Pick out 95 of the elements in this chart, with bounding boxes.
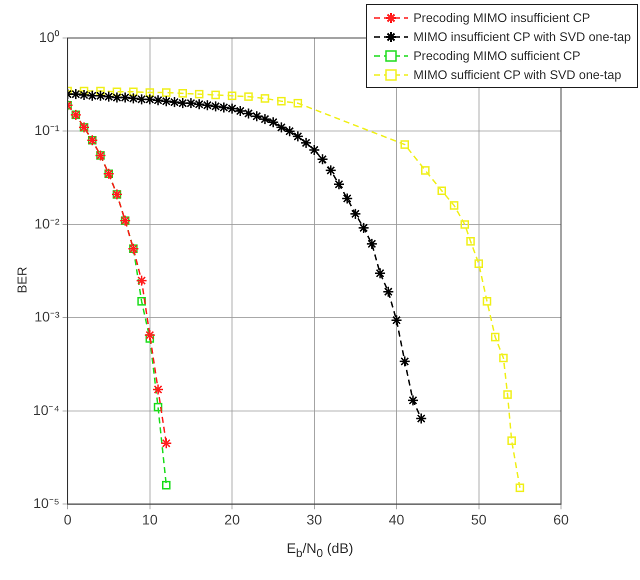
point — [146, 88, 154, 97]
x-tick-label: 30 — [306, 511, 322, 528]
point — [503, 390, 512, 399]
point — [185, 97, 197, 109]
point — [516, 483, 524, 492]
point — [244, 92, 253, 101]
point — [202, 100, 214, 111]
point — [415, 412, 427, 424]
point — [152, 384, 164, 396]
point — [399, 356, 411, 368]
point — [284, 125, 296, 137]
point — [112, 87, 122, 96]
point — [218, 102, 230, 114]
point — [102, 90, 114, 102]
point — [136, 94, 148, 106]
point — [358, 222, 370, 234]
y-tick-label: 10⁻³ — [34, 308, 60, 325]
x-tick-label: 10 — [142, 511, 158, 528]
point — [474, 259, 484, 268]
point — [242, 108, 254, 120]
point — [250, 110, 262, 122]
point — [490, 332, 500, 342]
point — [160, 438, 172, 450]
point — [350, 208, 362, 220]
point — [324, 164, 336, 176]
point — [119, 92, 131, 104]
point — [178, 89, 188, 98]
point — [129, 87, 138, 96]
point — [194, 90, 204, 98]
point — [277, 96, 286, 106]
point — [341, 192, 353, 204]
point — [234, 105, 246, 117]
point — [267, 116, 279, 128]
point — [193, 98, 205, 110]
point — [499, 354, 508, 362]
point — [137, 297, 146, 306]
legend-label: Precoding MIMO sufficient CP — [413, 48, 581, 62]
point — [466, 237, 475, 246]
point — [316, 154, 328, 166]
point — [162, 480, 171, 490]
x-axis-title: E$_{b}$/N$_{0}$ (dB) — [286, 540, 354, 560]
y-tick-label: 10⁰ — [39, 28, 60, 45]
point — [160, 95, 172, 107]
point — [333, 178, 345, 190]
point — [390, 314, 402, 326]
point — [136, 274, 148, 286]
point — [382, 286, 394, 298]
point — [154, 402, 162, 412]
point — [421, 166, 430, 175]
legend-label: MIMO sufficient CP with SVD one-tap — [413, 68, 622, 82]
y-tick-label: 10⁻¹ — [34, 122, 60, 138]
point — [300, 137, 312, 149]
point — [407, 394, 419, 406]
point — [276, 122, 288, 134]
point — [450, 201, 458, 210]
point — [228, 92, 236, 100]
point — [80, 86, 88, 96]
point — [226, 102, 238, 114]
point — [400, 140, 410, 149]
x-tick-label: 60 — [553, 511, 569, 528]
point — [78, 89, 90, 101]
point — [210, 100, 222, 112]
legend-label: MIMO insufficient CP with SVD one-tap — [413, 30, 631, 44]
point — [292, 130, 304, 142]
point — [211, 90, 220, 100]
point — [482, 297, 492, 306]
point — [152, 94, 164, 106]
y-tick-label: 10⁻⁴ — [32, 402, 60, 418]
point — [70, 88, 82, 100]
point — [437, 186, 446, 196]
point — [294, 98, 302, 108]
point — [260, 94, 270, 103]
point — [111, 92, 123, 104]
point — [128, 92, 140, 104]
point — [460, 220, 470, 229]
point — [308, 144, 320, 156]
point — [96, 86, 105, 96]
point — [176, 97, 188, 109]
y-tick-label: 10⁻² — [34, 215, 60, 232]
point — [366, 238, 378, 250]
point — [162, 88, 171, 97]
point — [144, 329, 156, 341]
point — [168, 96, 180, 108]
point — [259, 113, 271, 125]
y-tick-label: 10⁻⁵ — [33, 495, 60, 512]
point — [146, 334, 154, 343]
x-tick-label: 50 — [470, 511, 487, 528]
y-axis-title: BER — [14, 266, 30, 294]
point — [374, 267, 386, 279]
x-tick-label: 40 — [388, 511, 405, 528]
point — [507, 436, 516, 445]
legend-label: Precoding MIMO insufficient CP — [413, 10, 590, 24]
point — [144, 94, 156, 106]
x-tick-label: 0 — [64, 511, 72, 528]
x-tick-label: 20 — [224, 511, 240, 528]
